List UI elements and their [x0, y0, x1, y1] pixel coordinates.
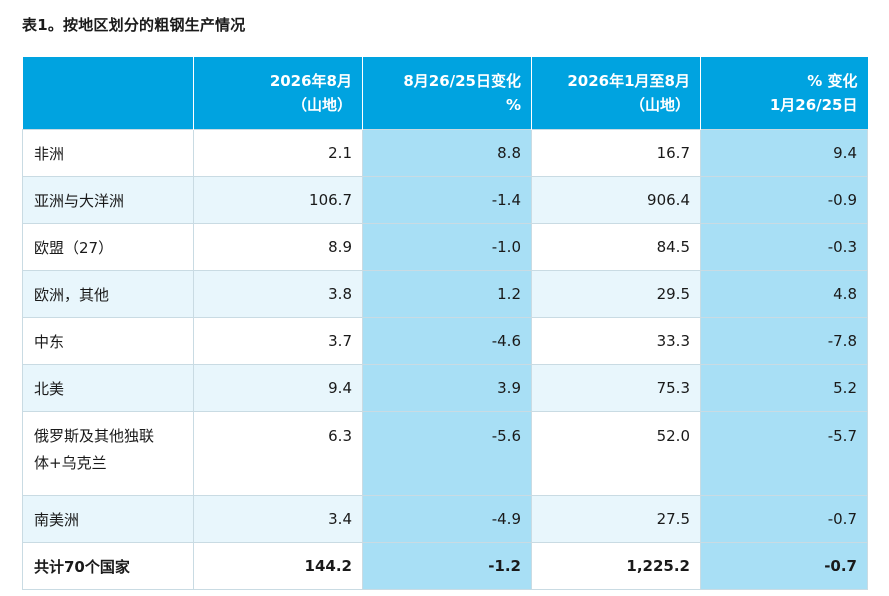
table-header-row: 2026年8月 （山地） 8月26/25日变化 % 2026年1月至8月 （山地…	[22, 57, 868, 130]
region-cell: 欧洲，其他	[22, 270, 194, 318]
total-aug-value-cell: 144.2	[193, 542, 363, 590]
aug-value-cell: 8.9	[193, 223, 363, 271]
table-row: 欧洲，其他 3.8 1.2 29.5 4.8	[22, 270, 868, 318]
region-cell: 亚洲与大洋洲	[22, 176, 194, 224]
aug-change-cell: 1.2	[362, 270, 532, 318]
header-jan-aug-2026: 2026年1月至8月 （山地）	[531, 57, 701, 130]
ytd-value-cell: 52.0	[531, 411, 701, 496]
aug-value-cell: 9.4	[193, 364, 363, 412]
table-row: 北美 9.4 3.9 75.3 5.2	[22, 364, 868, 412]
table-row: 中东 3.7 -4.6 33.3 -7.8	[22, 317, 868, 365]
region-cell: 非洲	[22, 129, 194, 177]
ytd-change-cell: -5.7	[700, 411, 868, 496]
ytd-value-cell: 84.5	[531, 223, 701, 271]
table-title: 表1。按地区划分的粗钢生产情况	[22, 16, 246, 34]
total-region-cell: 共计70个国家	[22, 542, 194, 590]
region-cell: 中东	[22, 317, 194, 365]
aug-change-cell: -1.4	[362, 176, 532, 224]
total-ytd-change-cell: -0.7	[700, 542, 868, 590]
ytd-value-cell: 906.4	[531, 176, 701, 224]
region-cell: 俄罗斯及其他独联 体+乌克兰	[22, 411, 194, 496]
aug-value-cell: 3.4	[193, 495, 363, 543]
aug-value-cell: 6.3	[193, 411, 363, 496]
table-row: 俄罗斯及其他独联 体+乌克兰 6.3 -5.6 52.0 -5.7	[22, 411, 868, 496]
header-aug-2026: 2026年8月 （山地）	[193, 57, 363, 130]
header-aug-change: 8月26/25日变化 %	[362, 57, 532, 130]
table-total-row: 共计70个国家 144.2 -1.2 1,225.2 -0.7	[22, 542, 868, 590]
table-row: 亚洲与大洋洲 106.7 -1.4 906.4 -0.9	[22, 176, 868, 224]
crude-steel-production-table: 2026年8月 （山地） 8月26/25日变化 % 2026年1月至8月 （山地…	[22, 57, 868, 590]
ytd-value-cell: 29.5	[531, 270, 701, 318]
aug-change-cell: -1.0	[362, 223, 532, 271]
region-cell: 南美洲	[22, 495, 194, 543]
region-cell: 欧盟（27）	[22, 223, 194, 271]
aug-change-cell: -5.6	[362, 411, 532, 496]
ytd-change-cell: -0.7	[700, 495, 868, 543]
aug-value-cell: 3.7	[193, 317, 363, 365]
table-row: 欧盟（27） 8.9 -1.0 84.5 -0.3	[22, 223, 868, 271]
aug-change-cell: 3.9	[362, 364, 532, 412]
table-row: 非洲 2.1 8.8 16.7 9.4	[22, 129, 868, 177]
region-cell: 北美	[22, 364, 194, 412]
aug-value-cell: 2.1	[193, 129, 363, 177]
header-ytd-change: % 变化 1月26/25日	[700, 57, 868, 130]
aug-change-cell: -4.9	[362, 495, 532, 543]
ytd-change-cell: -7.8	[700, 317, 868, 365]
total-aug-change-cell: -1.2	[362, 542, 532, 590]
aug-change-cell: -4.6	[362, 317, 532, 365]
aug-value-cell: 3.8	[193, 270, 363, 318]
ytd-value-cell: 27.5	[531, 495, 701, 543]
ytd-change-cell: 9.4	[700, 129, 868, 177]
table-row: 南美洲 3.4 -4.9 27.5 -0.7	[22, 495, 868, 543]
ytd-change-cell: -0.3	[700, 223, 868, 271]
ytd-value-cell: 16.7	[531, 129, 701, 177]
ytd-change-cell: 5.2	[700, 364, 868, 412]
ytd-change-cell: 4.8	[700, 270, 868, 318]
aug-value-cell: 106.7	[193, 176, 363, 224]
total-ytd-value-cell: 1,225.2	[531, 542, 701, 590]
header-region	[22, 57, 194, 130]
ytd-value-cell: 33.3	[531, 317, 701, 365]
ytd-value-cell: 75.3	[531, 364, 701, 412]
aug-change-cell: 8.8	[362, 129, 532, 177]
ytd-change-cell: -0.9	[700, 176, 868, 224]
